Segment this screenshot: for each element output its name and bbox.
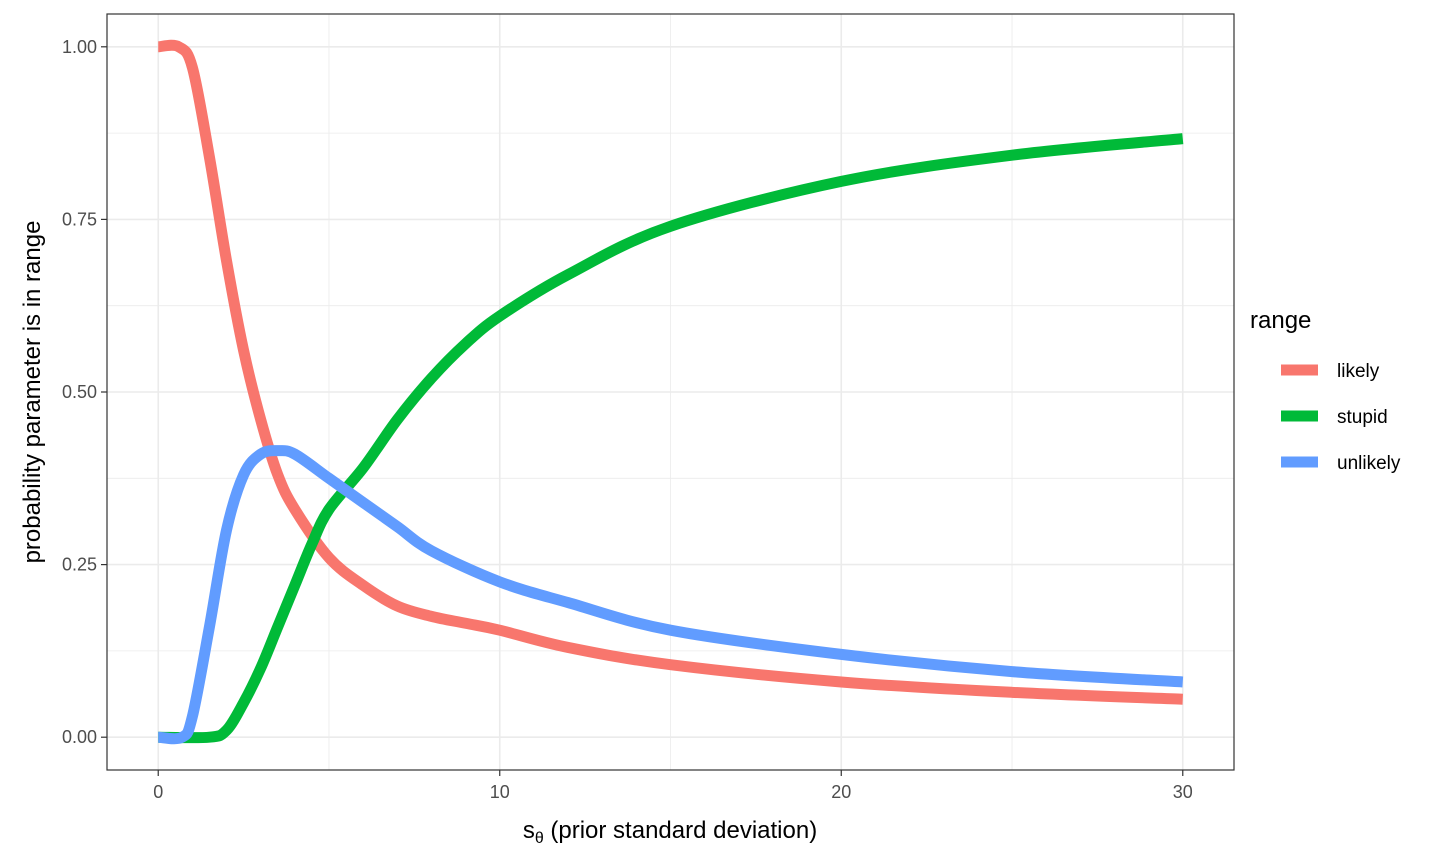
y-tick-label: 0.50: [62, 382, 97, 402]
y-axis-title: probability parameter is in range: [19, 221, 46, 564]
y-tick-label: 0.75: [62, 209, 97, 229]
x-axis-title-rest: (prior standard deviation): [544, 817, 817, 844]
x-tick-label: 10: [490, 782, 510, 802]
y-tick-label: 1.00: [62, 37, 97, 57]
legend-label-unlikely: unlikely: [1337, 453, 1401, 474]
series-line-unlikely: [157, 445, 1184, 745]
axes: 0 10 20 30 0.00 0.25 0.50 0.75 1.00: [62, 37, 1193, 802]
series-line-stupid: [158, 133, 1184, 744]
legend-title: range: [1250, 307, 1311, 334]
x-tick-label: 20: [831, 782, 851, 802]
legend-label-stupid: stupid: [1337, 407, 1388, 428]
legend: range likely stupid unlikely: [1250, 307, 1401, 474]
series-line-likely: [157, 39, 1183, 705]
x-axis-title-subscript: θ: [535, 830, 544, 847]
legend-items: likely stupid unlikely: [1281, 361, 1401, 474]
series-lines: [157, 39, 1184, 745]
legend-label-likely: likely: [1337, 361, 1380, 382]
y-tick-label: 0.00: [62, 727, 97, 747]
grid-lines: [107, 14, 1234, 770]
x-tick-label: 0: [153, 782, 163, 802]
y-tick-label: 0.25: [62, 555, 97, 575]
x-tick-label: 30: [1173, 782, 1193, 802]
x-axis-title: sθ (prior standard deviation): [523, 817, 817, 847]
